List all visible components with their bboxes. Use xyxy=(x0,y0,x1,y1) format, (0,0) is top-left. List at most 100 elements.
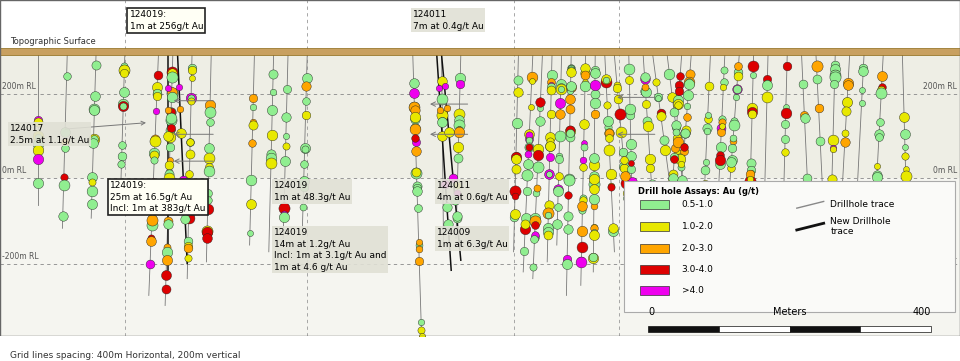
Point xyxy=(672,209,687,215)
Point xyxy=(827,81,842,87)
Point xyxy=(577,79,592,85)
Point xyxy=(677,143,692,149)
Point xyxy=(840,82,855,88)
Point xyxy=(577,83,592,89)
Point xyxy=(626,240,641,245)
Point xyxy=(823,219,838,225)
Point xyxy=(620,206,636,212)
Text: 124019:
25m at 16.5g/t Au
Incl: 1m at 383g/t Au: 124019: 25m at 16.5g/t Au Incl: 1m at 38… xyxy=(110,181,205,213)
Point xyxy=(451,127,467,132)
Point xyxy=(161,171,177,177)
Point xyxy=(508,166,523,171)
Point xyxy=(898,144,913,149)
Point xyxy=(797,115,812,121)
Point xyxy=(163,125,179,130)
Point xyxy=(519,173,535,178)
Point xyxy=(665,175,681,181)
Point xyxy=(160,206,176,212)
Point xyxy=(508,156,523,161)
FancyBboxPatch shape xyxy=(0,55,960,178)
Point xyxy=(541,171,557,177)
Text: -200m RL: -200m RL xyxy=(921,252,957,261)
Point xyxy=(31,119,46,125)
Point xyxy=(553,84,568,90)
Point xyxy=(759,82,775,88)
FancyBboxPatch shape xyxy=(640,286,669,295)
Point xyxy=(624,247,639,252)
Text: 0: 0 xyxy=(648,307,654,317)
Point xyxy=(719,224,734,230)
Point xyxy=(623,153,638,159)
Point xyxy=(665,177,681,183)
Point xyxy=(181,184,197,190)
Point xyxy=(296,178,311,184)
Point xyxy=(872,119,887,125)
Point xyxy=(673,196,688,201)
Point xyxy=(550,221,565,227)
Point xyxy=(528,218,543,224)
Point xyxy=(674,182,689,187)
Point xyxy=(681,92,696,97)
Point xyxy=(564,69,579,75)
Point xyxy=(145,186,160,192)
Point xyxy=(839,108,854,114)
Point xyxy=(523,104,539,109)
Point xyxy=(742,216,757,222)
Point xyxy=(162,134,178,140)
Point xyxy=(434,78,449,84)
Point xyxy=(540,225,556,231)
Point xyxy=(700,112,715,118)
Point xyxy=(676,184,691,190)
Point xyxy=(825,146,840,152)
Point xyxy=(203,102,218,108)
Point xyxy=(508,153,523,158)
Text: Grid lines spacing: 400m Horizontal, 200m vertical: Grid lines spacing: 400m Horizontal, 200… xyxy=(10,351,240,360)
Point xyxy=(521,137,537,143)
Point xyxy=(57,145,72,151)
Point xyxy=(407,116,422,122)
Point xyxy=(551,156,566,162)
Point xyxy=(517,226,533,231)
Point xyxy=(147,151,162,156)
Point xyxy=(698,158,713,164)
Point xyxy=(855,68,871,73)
Point xyxy=(741,221,756,226)
Point xyxy=(827,72,842,78)
Point xyxy=(868,192,883,198)
Point xyxy=(263,151,278,156)
Point xyxy=(699,129,714,134)
Point xyxy=(709,226,725,232)
Point xyxy=(164,90,180,95)
Point xyxy=(869,174,884,180)
Text: 0m RL: 0m RL xyxy=(2,166,26,175)
Point xyxy=(825,176,840,182)
Point xyxy=(115,101,131,107)
Point xyxy=(625,212,640,218)
Point xyxy=(869,184,884,190)
Text: 124019
14m at 1.2g/t Au
Incl: 1m at 3.1g/t Au and
1m at 4.6 g/t Au: 124019 14m at 1.2g/t Au Incl: 1m at 3.1g… xyxy=(274,228,386,271)
Point xyxy=(542,138,558,144)
Point xyxy=(409,170,424,176)
Point xyxy=(640,123,656,129)
Point xyxy=(715,84,731,90)
Point xyxy=(560,261,575,267)
Point xyxy=(408,139,423,145)
Point xyxy=(411,239,426,245)
Point xyxy=(180,210,196,216)
Point xyxy=(183,95,199,101)
Point xyxy=(201,190,216,196)
Point xyxy=(184,65,200,71)
Point xyxy=(563,88,578,94)
Point xyxy=(56,183,71,188)
Point xyxy=(724,157,739,162)
Point xyxy=(163,127,179,133)
Point xyxy=(801,191,816,197)
Point xyxy=(574,258,589,264)
Point xyxy=(507,211,522,217)
Point xyxy=(160,133,176,139)
Point xyxy=(624,179,639,185)
Point xyxy=(85,136,101,142)
Text: Topographic Surface: Topographic Surface xyxy=(10,37,95,46)
Point xyxy=(201,168,216,174)
Point xyxy=(31,117,46,123)
